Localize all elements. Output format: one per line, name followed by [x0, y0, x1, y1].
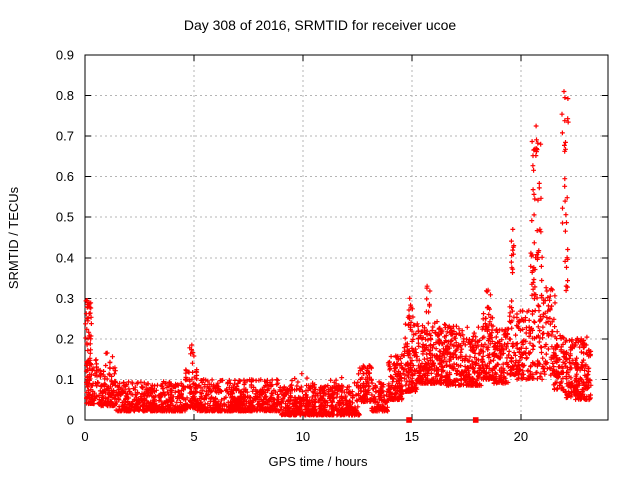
y-tick-label: 0.1: [56, 372, 74, 387]
x-tick-label: 20: [514, 429, 528, 444]
y-tick-label: 0.7: [56, 129, 74, 144]
y-tick-label: 0.2: [56, 331, 74, 346]
grid-lines: [85, 55, 608, 420]
x-tick-label: 0: [81, 429, 88, 444]
x-axis-label: GPS time / hours: [269, 454, 368, 469]
data-points: [83, 89, 594, 423]
zero-value-square-marker: [472, 417, 479, 423]
y-tick-label: 0.3: [56, 291, 74, 306]
y-tick-label: 0.9: [56, 48, 74, 63]
x-tick-label: 15: [405, 429, 419, 444]
zero-value-square-marker: [406, 417, 412, 423]
y-tick-label: 0.5: [56, 210, 74, 225]
y-tick-label: 0.4: [56, 250, 74, 265]
chart-title: Day 308 of 2016, SRMTID for receiver uco…: [184, 17, 457, 33]
x-tick-label: 10: [296, 429, 310, 444]
tick-labels: 0 5 10 15 20 0 0.1 0.2 0.3 0.4 0.5 0.6 0.7 0.8 0.9: [56, 48, 528, 445]
y-tick-label: 0.8: [56, 88, 74, 103]
x-tick-label: 5: [190, 429, 197, 444]
y-axis-label: SRMTID / TECUs: [6, 186, 21, 289]
y-tick-label: 0: [67, 413, 74, 428]
y-tick-label: 0.6: [56, 169, 74, 184]
axes-border-and-ticks: [84, 54, 609, 421]
